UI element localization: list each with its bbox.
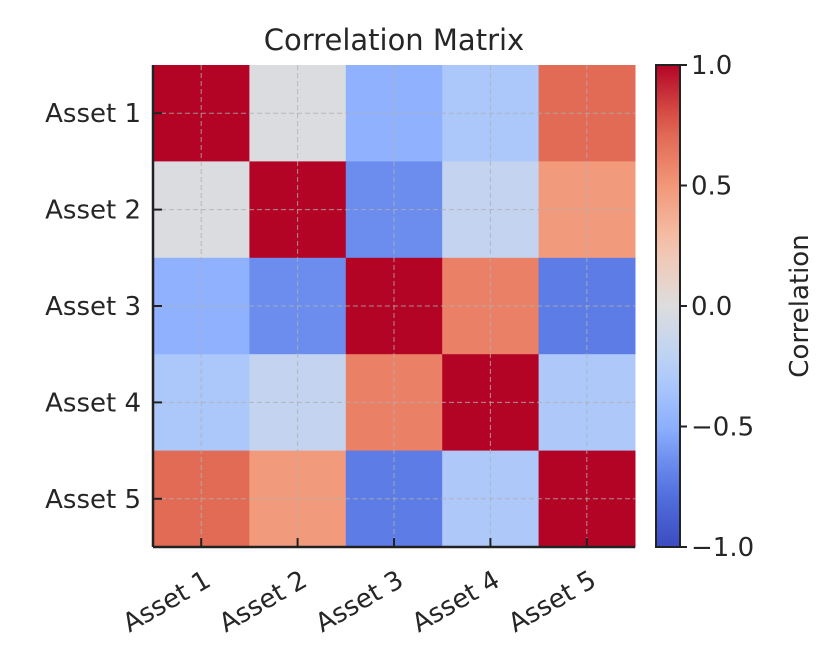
colorbar-tick-label: 1.0 (691, 51, 732, 81)
x-tick-label: Asset 5 (503, 565, 601, 639)
colorbar-tick-label: −1.0 (691, 533, 754, 563)
x-tick-label: Asset 1 (118, 565, 216, 639)
colorbar-tick-label: −0.5 (691, 413, 754, 443)
y-tick-label: Asset 4 (45, 388, 141, 418)
colorbar-tick-label: 0.0 (691, 292, 732, 322)
y-tick-label: Asset 5 (45, 485, 141, 515)
y-tick-label: Asset 3 (45, 292, 141, 322)
x-tick-label: Asset 3 (311, 565, 409, 639)
y-tick-label: Asset 1 (45, 99, 141, 129)
y-tick-label: Asset 2 (45, 196, 141, 226)
colorbar-label: Correlation (785, 234, 815, 377)
colorbar (655, 64, 681, 548)
x-tick-label: Asset 2 (214, 565, 312, 639)
chart-title: Correlation Matrix (264, 23, 524, 57)
x-tick-label: Asset 4 (407, 565, 505, 639)
colorbar-tick-label: 0.5 (691, 172, 732, 202)
